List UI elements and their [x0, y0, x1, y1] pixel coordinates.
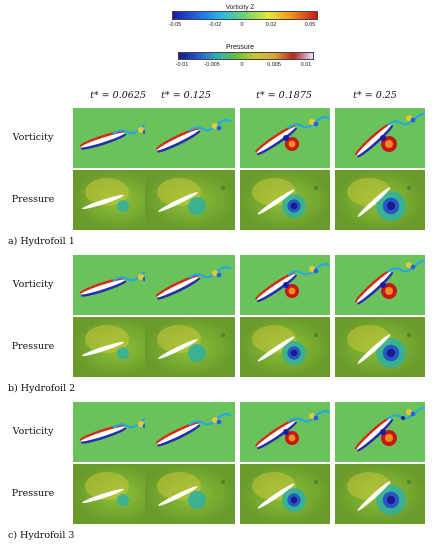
vorticity-panel: [335, 402, 425, 462]
vorticity-tick: 0.05: [304, 22, 316, 28]
pressure-panel: [335, 464, 425, 524]
vorticity-panel: [145, 108, 235, 168]
pressure-panel: [145, 317, 235, 377]
row-label-vorticity: Vorticity: [12, 426, 54, 437]
pressure-tick: 0: [240, 62, 244, 68]
group-caption: a) Hydrofoil 1: [8, 236, 75, 247]
pressure-panel: [145, 464, 235, 524]
vorticity-panel: [335, 108, 425, 168]
pressure-colorbar-title: Pressure: [225, 44, 254, 51]
vorticity-colorbar: [172, 11, 318, 20]
pressure-panel: [240, 464, 330, 524]
pressure-panel: [240, 317, 330, 377]
time-header: t* = 0.0625: [90, 90, 146, 101]
row-label-vorticity: Vorticity: [12, 279, 54, 290]
vorticity-colorbar-title: Vorticity Z: [225, 4, 255, 11]
group-caption: b) Hydrofoil 2: [8, 383, 76, 394]
vorticity-panel: [240, 255, 330, 315]
vorticity-panel: [145, 255, 235, 315]
pressure-tick: -0.005: [204, 62, 220, 68]
vorticity-panel: [240, 108, 330, 168]
row-label-vorticity: Vorticity: [12, 132, 54, 143]
pressure-tick: 0.01: [300, 62, 312, 68]
pressure-tick: 0.005: [267, 62, 281, 68]
group-caption: c) Hydrofoil 3: [8, 530, 75, 541]
pressure-tick: -0.01: [175, 62, 189, 68]
pressure-panel: [335, 317, 425, 377]
pressure-panel: [335, 170, 425, 230]
vorticity-tick: 0.02: [265, 22, 277, 28]
vorticity-tick: -0.05: [168, 22, 182, 28]
vorticity-panel: [240, 402, 330, 462]
time-header: t* = 0.125: [161, 90, 211, 101]
time-header: t* = 0.1875: [256, 90, 312, 101]
pressure-colorbar: [178, 52, 314, 60]
vorticity-panel: [145, 402, 235, 462]
vorticity-panel: [335, 255, 425, 315]
row-label-pressure: Pressure: [11, 341, 55, 352]
row-label-pressure: Pressure: [11, 488, 55, 499]
row-label-pressure: Pressure: [11, 194, 55, 205]
vorticity-tick: -0.02: [208, 22, 222, 28]
vorticity-tick: 0: [240, 22, 244, 28]
pressure-panel: [145, 170, 235, 230]
pressure-panel: [240, 170, 330, 230]
time-header: t* = 0.25: [353, 90, 397, 101]
